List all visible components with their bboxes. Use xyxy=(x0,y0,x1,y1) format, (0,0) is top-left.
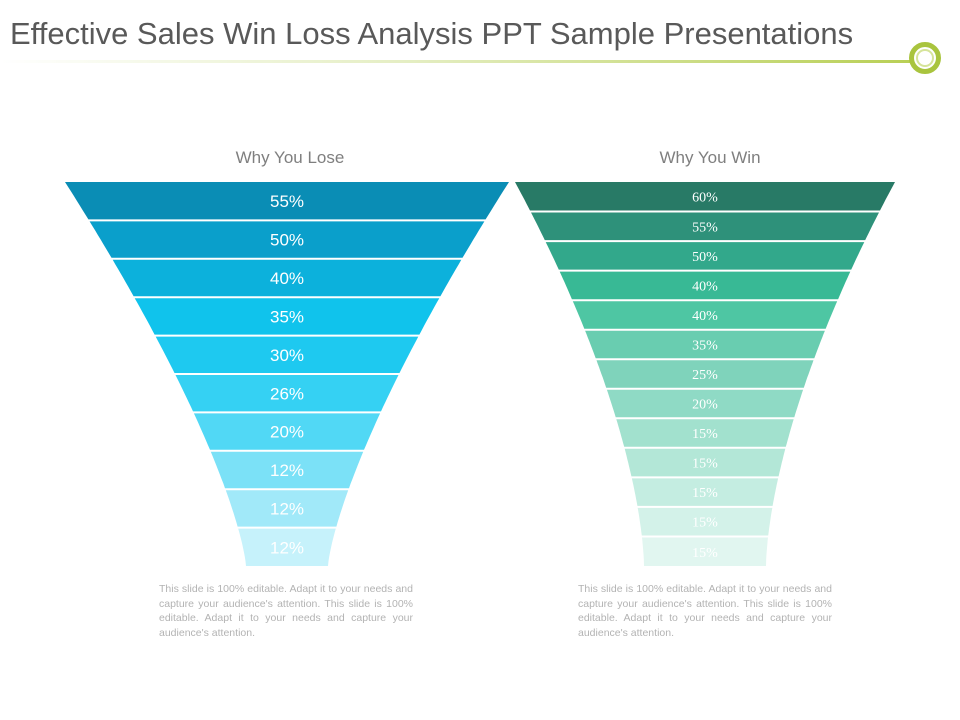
win-funnel-segment xyxy=(531,212,879,241)
win-funnel-segment xyxy=(545,242,865,270)
lose-funnel-value: 40% xyxy=(270,269,304,288)
lose-funnel-segment xyxy=(134,298,440,335)
lose-funnel-value: 55% xyxy=(270,192,304,211)
why-you-lose-heading: Why You Lose xyxy=(235,148,345,167)
win-funnel-segment xyxy=(616,419,794,447)
lose-funnel-segment xyxy=(238,528,336,566)
lose-funnel-segment xyxy=(225,490,349,527)
title-underline xyxy=(0,60,918,63)
lose-funnel-segment xyxy=(193,413,381,450)
lose-funnel-value: 12% xyxy=(270,538,304,557)
lose-caption: This slide is 100% editable. Adapt it to… xyxy=(159,583,413,639)
win-funnel-segment xyxy=(637,507,773,536)
lose-funnel-segment xyxy=(65,182,509,220)
win-funnel-segment xyxy=(624,448,786,477)
win-funnel-segment xyxy=(572,301,838,329)
win-funnel-value: 60% xyxy=(692,190,718,205)
win-funnel-segment xyxy=(585,330,825,359)
win-funnel-value: 50% xyxy=(692,250,718,265)
win-funnel-value: 25% xyxy=(692,368,718,383)
win-funnel-segment xyxy=(596,360,814,388)
win-funnel-value: 15% xyxy=(692,486,718,501)
win-funnel-value: 15% xyxy=(692,427,718,442)
win-funnel-value: 20% xyxy=(692,398,718,413)
win-caption: This slide is 100% editable. Adapt it to… xyxy=(578,583,832,639)
lose-funnel-segment xyxy=(210,451,364,489)
lose-funnel-segment xyxy=(155,336,419,373)
win-funnel-value: 40% xyxy=(692,309,718,324)
win-funnel-segment xyxy=(559,271,851,300)
win-funnel-segment xyxy=(515,182,895,211)
lose-funnel-segment xyxy=(89,221,485,258)
slide-title: Effective Sales Win Loss Analysis PPT Sa… xyxy=(10,16,854,51)
win-funnel-segment xyxy=(631,478,779,506)
lose-funnel-value: 35% xyxy=(270,308,304,327)
win-funnel-value: 55% xyxy=(692,220,718,235)
lose-funnel-value: 50% xyxy=(270,231,304,250)
lose-funnel-segment xyxy=(175,375,399,412)
lose-funnel: 55% 50% 40% 35% 30% 26% 20% 12% 12% 12% xyxy=(65,182,509,566)
win-funnel-value: 15% xyxy=(692,457,718,472)
lose-funnel-value: 30% xyxy=(270,346,304,365)
lose-funnel-segment xyxy=(112,259,462,297)
win-funnel-value: 35% xyxy=(692,339,718,354)
win-funnel-value: 15% xyxy=(692,516,718,531)
win-funnel-segment xyxy=(606,389,804,418)
win-funnel-value: 15% xyxy=(692,546,718,561)
lose-funnel-value: 12% xyxy=(270,500,304,519)
why-you-win-heading: Why You Win xyxy=(659,148,761,167)
win-funnel: 60% 55% 50% 40% 40% 35% 25% 20% 15% 15% 15% 15% 15% xyxy=(515,182,895,566)
lose-funnel-value: 20% xyxy=(270,423,304,442)
lose-funnel-value: 12% xyxy=(270,461,304,480)
lose-funnel-value: 26% xyxy=(270,384,304,403)
win-funnel-segment xyxy=(642,537,768,566)
win-funnel-value: 40% xyxy=(692,279,718,294)
ring-icon xyxy=(909,42,941,74)
